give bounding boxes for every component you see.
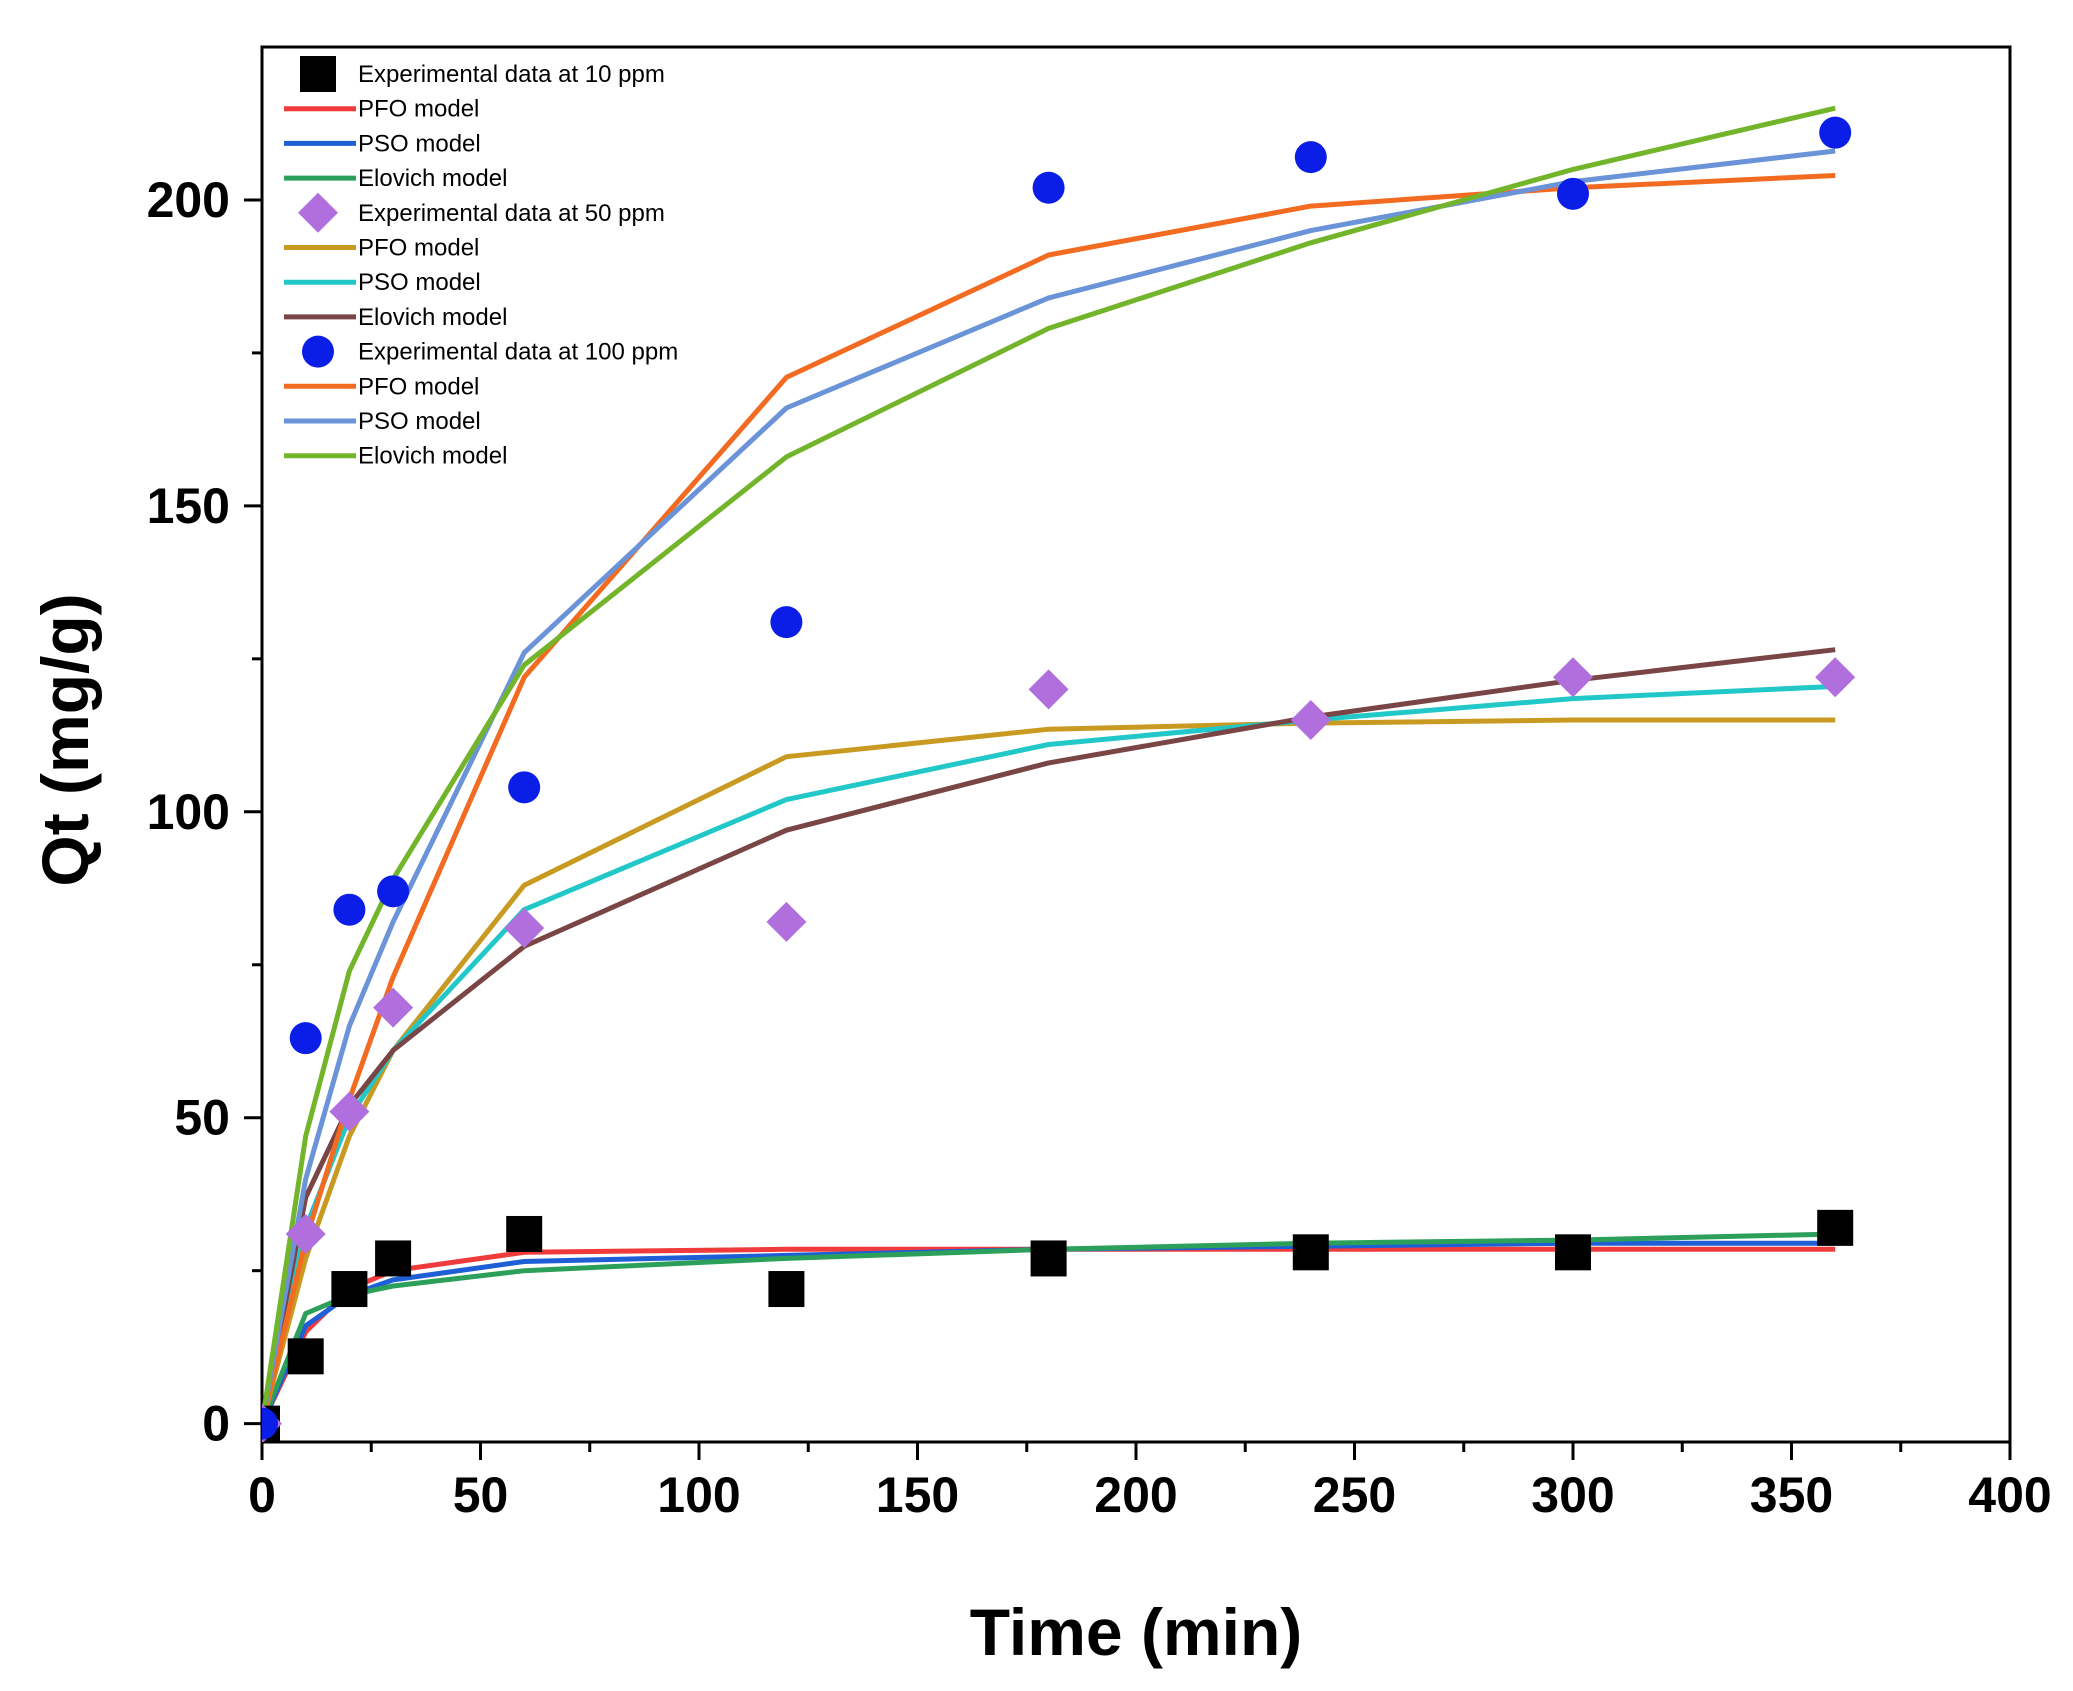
data-point — [262, 1407, 278, 1440]
series-line-2 — [262, 1240, 1836, 1425]
y-tick-label: 50 — [174, 1090, 230, 1146]
legend-marker-8 — [302, 335, 334, 368]
x-tick-label: 0 — [248, 1467, 276, 1523]
legend: Experimental data at 10 ppm PFO model PSO … — [284, 56, 678, 470]
data-point — [1553, 657, 1593, 698]
data-point — [504, 908, 545, 949]
series-layer — [262, 105, 1856, 1442]
data-point — [285, 1213, 326, 1254]
data-point — [329, 1091, 370, 1132]
data-point — [766, 901, 807, 942]
axes: 0 50 100 150 200 250 300 350 400 0 50 100 150 200 — [147, 45, 2052, 1523]
data-point — [1817, 1209, 1854, 1246]
x-tick-label: 350 — [1750, 1467, 1833, 1523]
data-point — [1294, 141, 1327, 174]
data-point — [289, 1022, 322, 1055]
series-line-5 — [262, 717, 1836, 1425]
legend-marker-4 — [298, 192, 338, 233]
data-point — [333, 893, 366, 926]
y-axis-title: Qt (mg/g) — [28, 593, 102, 886]
data-point — [1030, 1240, 1067, 1277]
data-point — [508, 771, 541, 804]
data-point — [768, 1271, 805, 1308]
x-tick-label: 50 — [453, 1467, 509, 1523]
x-tick-label: 300 — [1531, 1467, 1614, 1523]
data-point — [770, 606, 803, 639]
legend-marker-0 — [300, 56, 336, 92]
data-point — [1555, 1234, 1591, 1271]
data-point — [1815, 657, 1856, 698]
x-tick-label: 250 — [1313, 1467, 1396, 1523]
data-point — [1819, 116, 1852, 149]
legend-label-6: PSO model — [358, 269, 481, 296]
series-line-11 — [262, 105, 1836, 1424]
y-tick-label: 200 — [147, 172, 230, 228]
data-point — [1557, 177, 1589, 210]
data-point — [375, 1240, 412, 1277]
series-line-3 — [262, 1231, 1836, 1425]
legend-label-4: Experimental data at 50 ppm — [358, 200, 665, 227]
x-tick-label: 150 — [876, 1467, 959, 1523]
legend-label-3: Elovich model — [358, 165, 507, 192]
data-point — [331, 1271, 368, 1308]
series-line-6 — [262, 683, 1836, 1425]
data-point — [1032, 171, 1065, 204]
data-point — [287, 1338, 324, 1375]
data-point — [1028, 669, 1069, 710]
x-axis-title: Time (min) — [970, 1595, 1302, 1669]
data-point — [1290, 700, 1331, 741]
legend-label-2: PSO model — [358, 130, 481, 157]
legend-label-7: Elovich model — [358, 304, 507, 331]
legend-label-1: PFO model — [358, 96, 479, 123]
legend-label-11: Elovich model — [358, 443, 507, 470]
legend-label-10: PSO model — [358, 408, 481, 435]
series-line-7 — [262, 647, 1836, 1425]
legend-label-8: Experimental data at 100 ppm — [358, 339, 678, 366]
legend-label-5: PFO model — [358, 235, 479, 262]
data-point — [373, 987, 414, 1028]
x-tick-label: 100 — [657, 1467, 740, 1523]
y-tick-label: 150 — [147, 478, 230, 534]
y-tick-label: 0 — [202, 1396, 230, 1452]
y-tick-label: 100 — [147, 784, 230, 840]
legend-label-0: Experimental data at 10 ppm — [358, 61, 665, 88]
x-tick-label: 400 — [1968, 1467, 2051, 1523]
data-point — [506, 1215, 543, 1252]
x-tick-label: 200 — [1094, 1467, 1177, 1523]
legend-label-9: PFO model — [358, 373, 479, 400]
data-point — [1292, 1234, 1329, 1271]
data-point — [377, 875, 410, 908]
